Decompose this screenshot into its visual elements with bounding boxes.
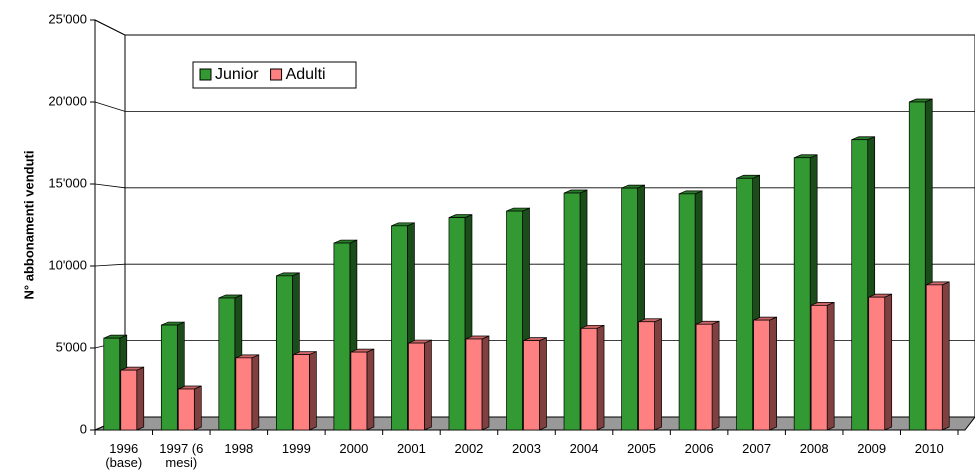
legend-swatch	[270, 68, 283, 81]
y-tick-label: 15'000	[48, 175, 87, 190]
x-tick-label: 2005	[627, 441, 657, 456]
bar	[333, 242, 351, 431]
bar-side	[424, 339, 432, 431]
y-axis-title: N° abbonamenti venduti	[21, 151, 36, 300]
bar-side	[309, 351, 317, 431]
x-tick-label: 2004	[569, 441, 599, 456]
bar-side	[711, 320, 720, 431]
bar	[736, 177, 753, 431]
x-tick-label: 2002	[454, 441, 484, 456]
y-tick-label: 25'000	[48, 11, 87, 26]
bar	[868, 296, 886, 431]
x-tick-label: 2001	[396, 441, 426, 456]
bar-side	[826, 301, 835, 431]
x-tick-label: 2006	[684, 441, 714, 456]
bar	[638, 321, 655, 431]
bar-side	[769, 316, 777, 431]
grid-line-side	[94, 263, 126, 267]
bar	[465, 338, 483, 431]
bar-side	[136, 366, 145, 431]
bar	[506, 210, 523, 431]
x-tick-label: 2009	[857, 441, 887, 456]
legend-swatch	[199, 68, 212, 81]
grid-line-side	[94, 101, 126, 112]
y-tick-label: 20'000	[48, 93, 87, 108]
bar	[276, 275, 293, 431]
bar	[177, 388, 195, 431]
bar-side	[193, 385, 202, 431]
x-tick-label: 2000	[339, 441, 369, 456]
bar	[448, 217, 466, 431]
grid-line-side	[94, 183, 126, 189]
x-tick-label: 2007	[742, 441, 772, 456]
bar	[103, 337, 121, 431]
bar-side	[884, 293, 893, 431]
x-tick-label: 1997 (6 mesi)	[159, 441, 204, 470]
x-tick-label: 1996 (base)	[105, 441, 143, 470]
bar	[851, 139, 869, 431]
bar	[908, 101, 926, 431]
bar	[350, 351, 368, 431]
bar-side	[654, 318, 662, 431]
bar	[678, 193, 696, 431]
legend-label: Adulti	[286, 66, 326, 83]
bar	[695, 323, 713, 431]
bar-side	[481, 335, 490, 431]
bar-side	[251, 354, 260, 431]
bar	[523, 340, 540, 431]
bar	[925, 284, 943, 431]
x-tick-label: 1999	[281, 441, 311, 456]
bar	[293, 354, 310, 431]
bar	[218, 297, 236, 431]
bar	[408, 342, 425, 431]
legend-label: Junior	[215, 66, 259, 83]
bar	[391, 225, 408, 431]
bar-side	[539, 337, 547, 431]
bar	[621, 187, 638, 431]
bar-side	[596, 324, 605, 431]
y-tick-label: 10'000	[48, 257, 87, 272]
bar	[120, 369, 138, 431]
bar	[160, 324, 178, 431]
x-tick-label: 1998	[224, 441, 254, 456]
bar-side	[941, 281, 950, 431]
x-tick-label: 2003	[512, 441, 541, 456]
bar	[563, 192, 581, 431]
bar	[810, 305, 828, 431]
grid-line-side	[94, 19, 126, 36]
x-tick-label: 2008	[799, 441, 829, 456]
bar	[580, 327, 598, 431]
bar	[235, 357, 253, 431]
bar-side	[366, 348, 375, 431]
bar	[753, 319, 770, 431]
x-tick-label: 2010	[914, 441, 944, 456]
y-tick-label: 5'000	[56, 339, 87, 354]
bar	[793, 157, 811, 431]
y-tick-label: 0	[80, 421, 87, 436]
